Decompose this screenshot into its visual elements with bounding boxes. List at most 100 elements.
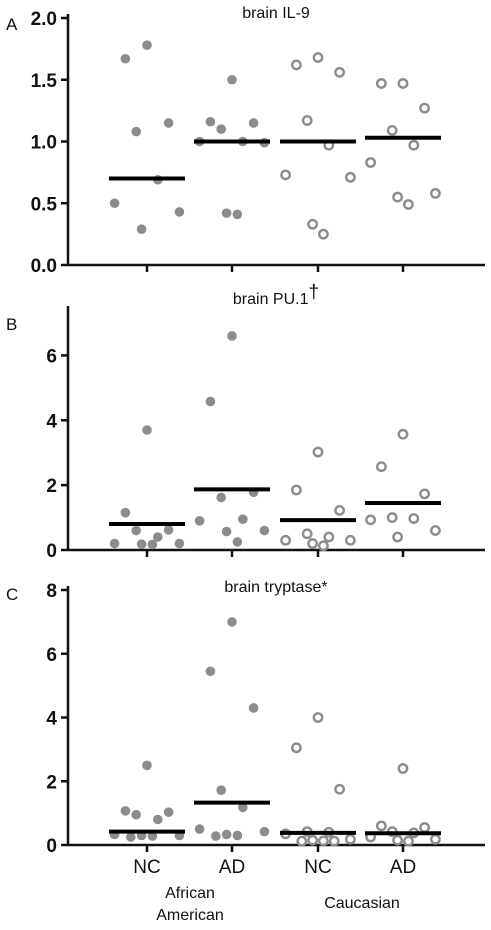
data-point <box>419 822 430 833</box>
series-4 <box>365 428 441 543</box>
data-point <box>402 199 414 210</box>
data-point <box>259 826 270 837</box>
data-point <box>386 512 398 523</box>
data-point <box>365 514 376 526</box>
data-point <box>153 532 163 542</box>
y-tick-label: 6 <box>46 645 57 666</box>
data-point <box>221 526 232 537</box>
group-label-line: African <box>165 885 215 902</box>
data-point <box>194 516 205 526</box>
data-point <box>227 331 237 341</box>
data-point <box>419 488 430 500</box>
data-point <box>109 198 120 209</box>
y-tick-label: 2 <box>46 772 57 793</box>
series-1 <box>109 760 185 842</box>
y-tick-label: 4 <box>46 411 57 432</box>
data-point <box>307 538 318 549</box>
data-point <box>216 785 226 795</box>
series-1 <box>109 40 185 234</box>
data-point <box>301 528 313 540</box>
data-point <box>344 171 356 183</box>
data-point <box>227 74 237 85</box>
data-point <box>307 834 318 846</box>
series-3 <box>280 446 356 552</box>
data-point <box>142 425 152 435</box>
y-tick-label: 6 <box>46 346 57 367</box>
data-point <box>232 830 243 841</box>
data-point <box>109 538 120 549</box>
y-tick-label: 0 <box>46 836 57 857</box>
data-point <box>392 834 403 846</box>
data-point <box>227 617 237 627</box>
y-tick-label: 2 <box>46 476 57 497</box>
data-point <box>211 831 221 841</box>
data-point <box>312 712 324 723</box>
data-point <box>126 832 136 842</box>
data-point <box>375 461 387 473</box>
data-point <box>248 703 259 713</box>
data-point <box>131 126 141 137</box>
series-4 <box>365 78 441 210</box>
data-point <box>131 809 141 820</box>
data-point <box>323 531 335 543</box>
y-tick-label: 8 <box>46 581 57 602</box>
series-3 <box>280 52 356 240</box>
data-point <box>402 835 414 847</box>
y-tick-label: 2.0 <box>31 9 57 30</box>
data-point <box>408 513 420 524</box>
data-point <box>153 814 163 825</box>
data-point <box>429 187 441 199</box>
data-point <box>174 538 185 549</box>
y-tick-label: 4 <box>46 709 57 730</box>
data-point <box>142 760 152 771</box>
data-point <box>290 59 302 71</box>
panel-letter: B <box>6 315 17 334</box>
data-point <box>120 806 131 816</box>
data-point <box>334 66 345 78</box>
data-point <box>317 540 329 552</box>
series-4 <box>365 763 441 847</box>
data-point <box>344 534 356 546</box>
x-tick-label: NC <box>304 857 331 878</box>
series-3 <box>280 712 356 847</box>
data-point <box>174 207 185 217</box>
data-point <box>429 525 441 536</box>
data-point <box>419 102 430 114</box>
data-point <box>280 169 291 181</box>
data-point <box>205 396 216 407</box>
y-tick-label: 1.0 <box>31 133 57 154</box>
data-point <box>131 525 141 536</box>
data-point <box>317 835 329 847</box>
data-point <box>163 807 174 817</box>
data-point <box>232 537 243 547</box>
series-1 <box>109 425 185 550</box>
data-point <box>216 124 226 134</box>
data-point <box>296 835 308 847</box>
data-point <box>344 833 356 845</box>
panel-letter: A <box>6 15 18 34</box>
data-point <box>397 428 409 440</box>
group-label-line: American <box>156 907 224 924</box>
data-point <box>317 228 329 240</box>
data-point <box>307 218 318 230</box>
y-tick-label: 0.0 <box>31 256 57 277</box>
data-point <box>301 115 313 126</box>
data-point <box>136 224 147 234</box>
panel-title: brain IL-9 <box>242 5 310 22</box>
data-point <box>205 116 216 127</box>
data-point <box>290 742 302 754</box>
x-tick-label: NC <box>133 857 160 878</box>
data-point <box>290 484 302 496</box>
data-point <box>312 52 324 63</box>
title-dagger: † <box>309 282 320 303</box>
series-2 <box>194 331 270 547</box>
data-point <box>147 539 158 550</box>
data-point <box>334 783 345 795</box>
data-point <box>232 209 243 220</box>
series-2 <box>194 74 270 220</box>
data-point <box>147 831 158 841</box>
y-tick-label: 0.5 <box>31 194 58 215</box>
y-tick-label: 0 <box>46 541 57 562</box>
